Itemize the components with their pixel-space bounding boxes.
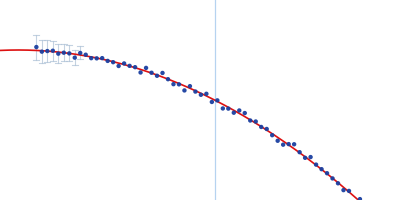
- Point: [313, 163, 319, 166]
- Point: [82, 53, 89, 56]
- Point: [137, 71, 144, 74]
- Point: [307, 155, 314, 159]
- Point: [258, 125, 264, 129]
- Point: [192, 90, 199, 93]
- Point: [176, 83, 182, 86]
- Point: [318, 168, 325, 171]
- Point: [296, 151, 303, 154]
- Point: [94, 57, 100, 60]
- Point: [39, 50, 45, 53]
- Point: [286, 143, 292, 146]
- Point: [302, 156, 308, 159]
- Point: [72, 56, 78, 59]
- Point: [60, 51, 67, 54]
- Point: [291, 143, 297, 146]
- Point: [143, 66, 149, 70]
- Point: [209, 100, 215, 104]
- Point: [88, 57, 94, 60]
- Point: [77, 51, 84, 55]
- Point: [187, 85, 193, 88]
- Point: [324, 172, 330, 175]
- Point: [181, 89, 188, 92]
- Point: [242, 111, 248, 115]
- Point: [198, 93, 204, 96]
- Point: [225, 107, 232, 110]
- Point: [165, 78, 171, 81]
- Point: [214, 99, 220, 102]
- Point: [280, 143, 286, 146]
- Point: [170, 83, 177, 86]
- Point: [55, 52, 62, 55]
- Point: [340, 189, 347, 192]
- Point: [220, 107, 226, 110]
- Point: [104, 59, 111, 63]
- Point: [154, 74, 160, 77]
- Point: [346, 189, 352, 193]
- Point: [126, 64, 133, 67]
- Point: [121, 62, 127, 65]
- Point: [264, 127, 270, 131]
- Point: [247, 119, 254, 122]
- Point: [252, 120, 259, 123]
- Point: [203, 92, 210, 95]
- Point: [274, 139, 281, 142]
- Point: [231, 111, 237, 114]
- Point: [33, 45, 40, 49]
- Point: [148, 71, 155, 74]
- Point: [66, 52, 72, 55]
- Point: [116, 64, 122, 68]
- Point: [335, 182, 341, 185]
- Point: [329, 177, 336, 180]
- Point: [99, 57, 105, 60]
- Point: [44, 49, 50, 53]
- Point: [132, 66, 138, 69]
- Point: [269, 134, 275, 137]
- Point: [50, 49, 56, 52]
- Point: [110, 61, 116, 64]
- Point: [159, 71, 166, 75]
- Point: [236, 109, 242, 112]
- Point: [357, 197, 363, 200]
